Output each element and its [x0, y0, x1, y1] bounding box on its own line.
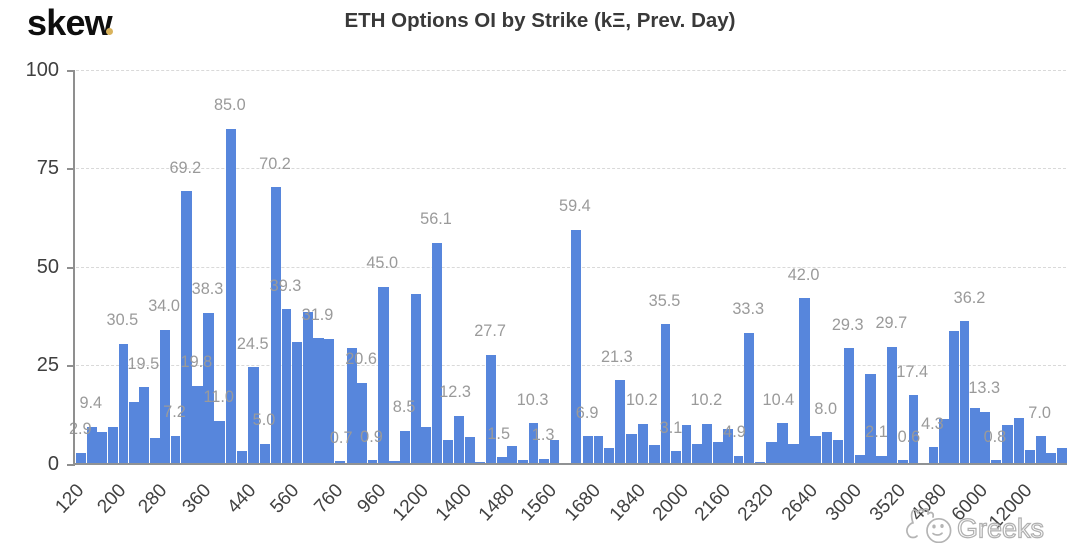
svg-text:Greeks: Greeks [957, 513, 1044, 543]
